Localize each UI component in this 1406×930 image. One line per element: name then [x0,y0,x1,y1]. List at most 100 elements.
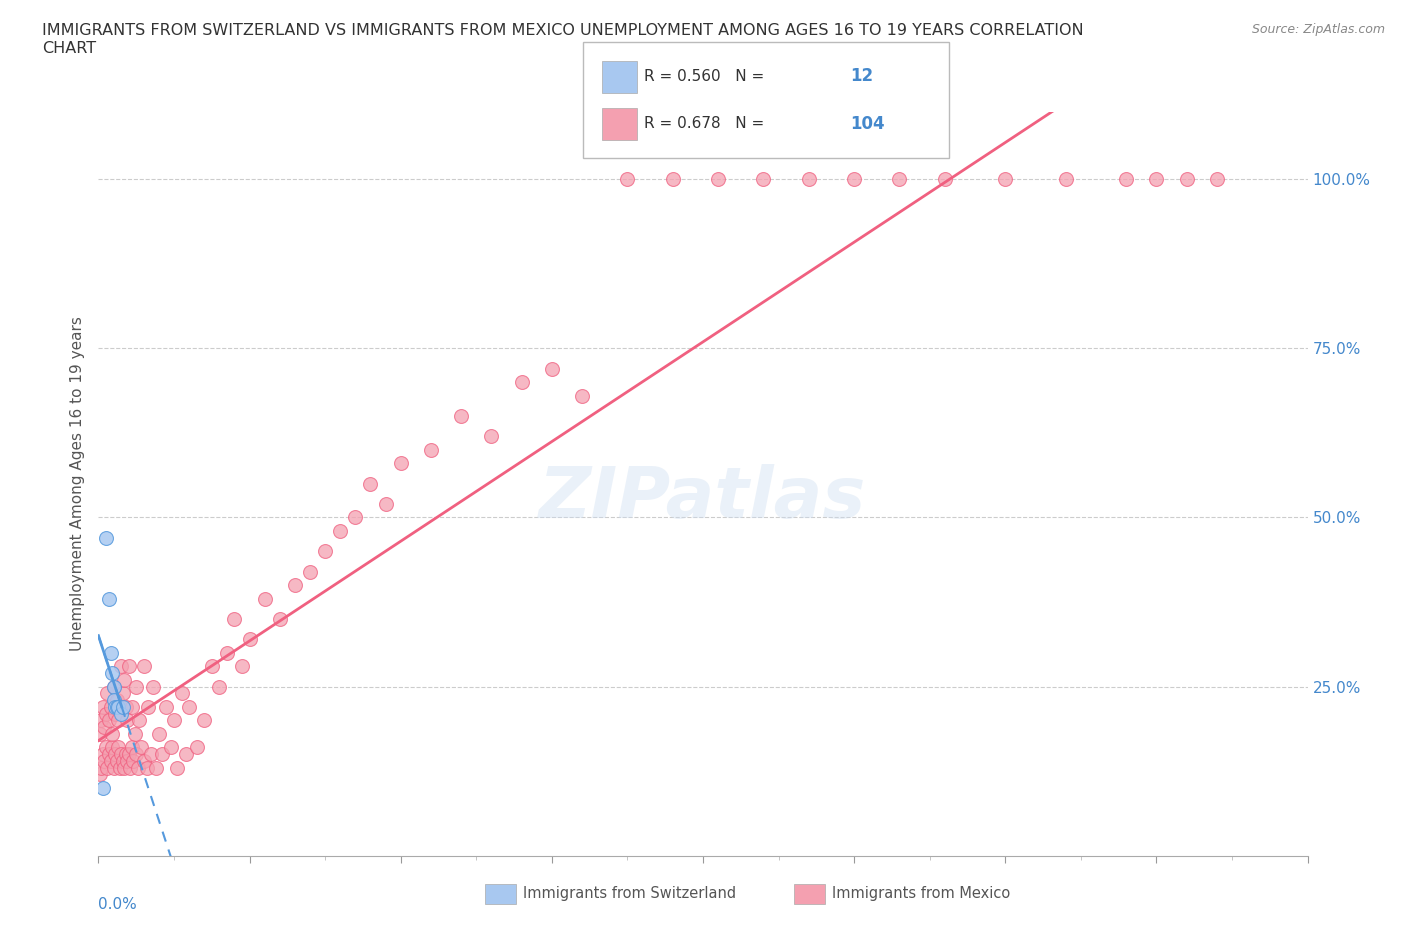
Text: 104: 104 [851,114,886,132]
Point [374,497,396,512]
Point [121,699,143,714]
Point [110,706,132,721]
Point [616,172,638,187]
Point [103,693,125,708]
Point [90,713,112,728]
Point [89,726,111,741]
Point [450,408,472,423]
Point [148,726,170,741]
Point [114,699,136,714]
Text: IMMIGRANTS FROM SWITZERLAND VS IMMIGRANTS FROM MEXICO UNEMPLOYMENT AMONG AGES 16: IMMIGRANTS FROM SWITZERLAND VS IMMIGRANT… [42,23,1084,56]
Point [94,706,117,721]
Point [170,685,193,700]
Point [844,172,866,187]
Point [239,631,262,646]
Point [208,679,231,694]
Point [110,747,132,762]
Point [101,726,124,741]
Point [98,591,121,606]
Point [98,747,121,762]
Point [1175,172,1198,187]
Point [108,760,131,775]
Point [100,699,122,714]
Point [103,679,125,694]
Point [91,699,114,714]
Point [889,172,911,187]
Point [129,740,152,755]
Point [115,753,138,768]
Point [150,747,173,762]
Point [101,666,124,681]
Point [90,760,112,775]
Point [124,726,146,741]
Point [269,611,291,626]
Point [111,685,134,700]
Point [110,658,132,673]
Point [481,429,503,444]
Point [329,524,352,538]
Point [193,713,215,728]
Point [128,713,150,728]
Point [420,443,443,458]
Point [510,375,533,390]
Point [1115,172,1137,187]
Point [94,530,117,545]
Point [142,679,165,694]
Point [104,747,127,762]
Text: 0.0%: 0.0% [98,897,138,911]
Y-axis label: Unemployment Among Ages 16 to 19 years: Unemployment Among Ages 16 to 19 years [69,316,84,651]
Point [118,658,141,673]
Point [104,706,127,721]
Point [389,456,412,471]
Point [174,747,197,762]
Text: ZIPatlas: ZIPatlas [540,464,866,533]
Point [100,645,122,660]
Text: R = 0.560   N =: R = 0.560 N = [644,69,769,84]
Point [96,685,118,700]
Point [115,713,138,728]
Point [797,172,820,187]
Text: Source: ZipAtlas.com: Source: ZipAtlas.com [1251,23,1385,36]
Point [284,578,307,592]
Point [141,747,163,762]
Point [108,699,131,714]
Point [186,740,208,755]
Point [132,753,155,768]
Point [707,172,730,187]
Point [94,740,117,755]
Point [111,753,134,768]
Point [125,679,148,694]
Point [132,658,155,673]
Point [112,672,135,687]
Point [994,172,1017,187]
Point [127,760,149,775]
Point [661,172,683,187]
Point [166,760,188,775]
Point [107,699,129,714]
Point [253,591,276,606]
Point [224,611,246,626]
Point [135,760,157,775]
Text: R = 0.678   N =: R = 0.678 N = [644,116,769,131]
Point [314,544,336,559]
Point [125,747,148,762]
Point [160,740,183,755]
Point [215,645,238,660]
Point [179,699,201,714]
Point [104,699,127,714]
Point [93,720,115,735]
Point [103,679,125,694]
Point [103,760,125,775]
Point [155,699,177,714]
Point [1144,172,1167,187]
Point [107,740,129,755]
Point [111,699,134,714]
Point [360,476,382,491]
Point [145,760,167,775]
Point [934,172,956,187]
Point [1206,172,1229,187]
Point [120,760,142,775]
Point [89,767,111,782]
Text: Immigrants from Mexico: Immigrants from Mexico [832,886,1011,901]
Point [114,747,136,762]
